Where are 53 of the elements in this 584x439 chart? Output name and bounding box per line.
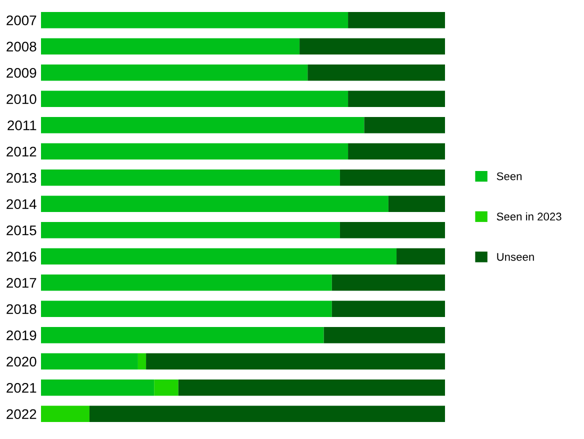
bar — [41, 12, 348, 28]
bar — [41, 406, 90, 422]
y-tick-label: 2018 — [6, 304, 36, 314]
bar — [89, 406, 445, 422]
bar — [364, 116, 445, 134]
bar — [41, 353, 138, 370]
bar — [332, 300, 445, 318]
bar — [340, 169, 445, 186]
bar — [41, 379, 154, 396]
y-tick-label: 2013 — [6, 172, 36, 183]
bar — [340, 222, 445, 238]
bar — [41, 300, 332, 318]
bar — [41, 274, 332, 291]
bar — [178, 379, 445, 396]
bar — [308, 64, 445, 81]
y-tick-label: 2010 — [6, 94, 36, 104]
y-tick-label: 2022 — [6, 409, 36, 420]
y-tick-label: 2016 — [6, 252, 36, 262]
bar — [41, 64, 308, 81]
y-tick-label: 2021 — [6, 382, 36, 393]
bar — [41, 222, 340, 238]
bar — [388, 196, 445, 212]
y-tick-label: 2012 — [6, 146, 36, 157]
y-tick-label: 2011 — [8, 120, 36, 130]
y-tick-label: 2017 — [6, 278, 36, 288]
bar — [138, 353, 146, 370]
legend-label: Seen in 2023 — [496, 212, 562, 221]
bar — [41, 326, 324, 344]
y-tick-label: 2015 — [6, 225, 36, 236]
bar — [41, 90, 348, 108]
bar — [41, 248, 397, 265]
bar — [348, 90, 445, 108]
bar — [396, 248, 445, 265]
y-tick-label: 2009 — [6, 68, 36, 78]
legend-label: Unseen — [497, 253, 534, 261]
y-tick-label: 2007 — [6, 15, 36, 26]
bar — [146, 353, 445, 370]
bar — [324, 326, 445, 344]
bar — [348, 12, 445, 28]
y-tick-label: 2019 — [6, 330, 36, 340]
y-tick-label: 2020 — [6, 356, 36, 367]
y-tick-label: 2014 — [6, 199, 36, 210]
bar — [332, 274, 445, 291]
bar — [154, 379, 178, 396]
bar — [348, 143, 445, 160]
y-tick-label: 2008 — [6, 42, 36, 52]
bar — [41, 196, 388, 212]
legend-label: Seen — [496, 172, 522, 180]
bar — [41, 116, 364, 134]
bar — [41, 38, 300, 55]
bar — [41, 169, 340, 186]
bar — [41, 143, 348, 160]
bar — [300, 38, 445, 55]
